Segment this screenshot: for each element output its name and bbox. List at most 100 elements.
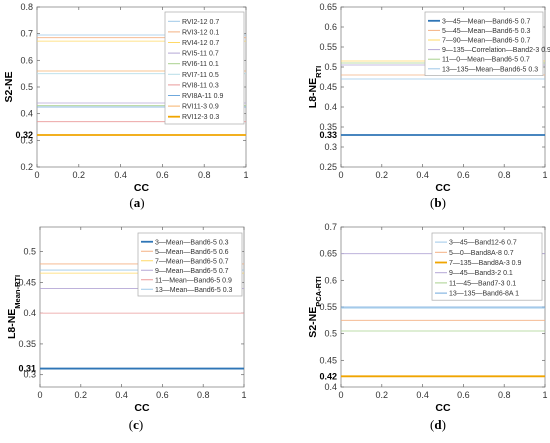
legend-entry: 11—45—Band7-3 0.1 (449, 280, 516, 287)
x-tick-label: 1 (542, 390, 547, 400)
y-tick-label: 0.5 (20, 82, 33, 92)
legend-entry: RVI6-11 0.1 (182, 61, 219, 68)
legend-entry: 11—0—Mean—Band6-5 0.7 (442, 57, 530, 64)
legend-box (164, 11, 245, 125)
panel-caption: (c) (129, 417, 143, 432)
y-axis-label: S2-NEPCA-RTI (307, 276, 323, 337)
legend-entry: RVI11-3 0.9 (182, 104, 219, 111)
legend-entry: 13—135—Band6-8A 1 (449, 291, 519, 298)
panel-caption-letter: c (133, 417, 139, 432)
x-axis-label: CC (134, 402, 150, 414)
y-tick-label: 0.2 (20, 162, 33, 172)
panel-caption: (b) (430, 195, 446, 210)
legend-entry: RVI12-3 0.3 (182, 114, 219, 121)
x-tick-label: 0.4 (115, 390, 128, 400)
chart-panel: 0 0.2 0.4 0.6 0.8 1 0.25 0.3 0.35 0.4 0.45 0.5 0.55 0… (307, 2, 550, 210)
highlight-value-label: 0.42 (319, 371, 337, 381)
x-tick-label: 0.6 (457, 170, 470, 180)
y-tick-label: 0.45 (319, 355, 337, 365)
y-axis-label-main: S2-NE (307, 307, 319, 338)
chart-panel: 0 0.2 0.4 0.6 0.8 10.20.30.40.50.60.70.80.32C… (3, 2, 249, 210)
legend-entry: 9—45—Band3-2 0.1 (449, 270, 513, 277)
x-tick-label: 0.4 (114, 170, 127, 180)
y-tick-label: 0.7 (20, 29, 33, 39)
x-tick-label: 1 (542, 170, 547, 180)
y-axis-label: S2-NE (3, 72, 15, 103)
x-tick-label: 0.8 (498, 390, 511, 400)
x-tick-label: 0 (338, 390, 343, 400)
y-tick-label: 0.6 (324, 275, 337, 285)
y-tick-label: 0.4 (324, 382, 337, 392)
x-tick-label: 0.8 (198, 170, 211, 180)
y-tick-label: 0.65 (319, 249, 337, 259)
y-axis-label-main: L8-NE (307, 78, 319, 108)
x-tick-label: 0.4 (416, 170, 429, 180)
y-tick-label: 0.45 (319, 82, 337, 92)
legend-entry: RVI4-12 0.7 (182, 40, 219, 47)
y-tick-label: 0.65 (319, 2, 337, 12)
y-tick-label: 0.8 (20, 2, 33, 12)
legend-box (137, 232, 243, 297)
x-tick-label: 0.6 (156, 170, 169, 180)
y-tick-label: 0.3 (324, 142, 337, 152)
y-tick-label: 0.5 (324, 62, 337, 72)
legend-entry: 13—135—Mean—Band6-5 0.3 (442, 66, 538, 73)
y-tick-label: 0.4 (324, 102, 337, 112)
y-tick-label: 0.3 (23, 370, 36, 380)
y-axis-label-subscript: PCA-RTI (314, 276, 323, 306)
y-axis-label-subscript: RTI (314, 66, 323, 78)
x-tick-label: 0.8 (197, 390, 210, 400)
x-tick-label: 0.6 (156, 390, 169, 400)
legend-entry: RVI2-12 0.7 (182, 19, 219, 26)
legend-entry: 7—135—Band8A-3 0.9 (449, 260, 521, 267)
legend-entry: 11—Mean—Band6-5 0.9 (155, 277, 232, 284)
legend-entry: 13—Mean—Band6-5 0.3 (155, 287, 233, 294)
legend-entry: RVI7-11 0.5 (182, 72, 219, 79)
y-axis-label: L8-NEMean-RTI (6, 275, 22, 339)
x-tick-label: 0 (338, 170, 343, 180)
legend-box (424, 11, 544, 76)
panel-caption-letter: d (434, 417, 442, 432)
legend-box (431, 232, 543, 301)
y-tick-label: 0.45 (18, 277, 36, 287)
y-tick-label: 0.4 (23, 308, 36, 318)
legend-entry: 5—Mean—Band6-5 0.6 (155, 249, 229, 256)
legend-entry: RVI3-12 0.1 (182, 29, 219, 36)
panel-caption: (d) (430, 417, 446, 432)
x-tick-label: 0.2 (376, 390, 389, 400)
x-axis-label: CC (435, 182, 451, 194)
y-tick-label: 0.6 (20, 55, 33, 65)
highlight-value-label: 0.31 (18, 364, 36, 374)
panel-caption-letter: b (434, 195, 441, 210)
x-tick-label: 0 (37, 390, 42, 400)
legend-entry: 3—Mean—Band6-5 0.3 (155, 239, 229, 246)
x-tick-label: 0.6 (457, 390, 470, 400)
y-axis-label-main: S2-NE (3, 72, 15, 103)
chart-panel: 0 0.2 0.4 0.6 0.8 1 0.4 0.45 0.5 0.55 0.6 0.65 0.7 0.… (307, 222, 548, 432)
legend-entry: RVI8A-11 0.9 (182, 93, 223, 100)
y-tick-label: 0.25 (319, 162, 337, 172)
x-tick-label: 0.4 (416, 390, 429, 400)
x-tick-label: 1 (241, 390, 246, 400)
legend-entry: 3—45—Mean—Band6-5 0.7 (442, 18, 530, 25)
x-tick-label: 0 (34, 170, 39, 180)
legend-entry: 3—45—Band12-6 0.7 (449, 240, 517, 247)
y-tick-label: 0.5 (324, 329, 337, 339)
x-axis-label: CC (134, 182, 150, 194)
legend-entry: 5—0—Band8A-8 0.7 (449, 250, 514, 257)
x-tick-label: 0.2 (73, 170, 86, 180)
x-tick-label: 0.2 (376, 170, 389, 180)
y-tick-label: 0.35 (319, 122, 337, 132)
y-tick-label: 0.6 (324, 22, 337, 32)
x-tick-label: 0.8 (498, 170, 511, 180)
y-axis-label: L8-NERTI (307, 66, 323, 108)
panel-caption-letter: a (134, 195, 141, 210)
y-tick-label: 0.5 (23, 247, 36, 257)
legend-entry: 5—45—Mean—Band6-5 0.3 (442, 28, 530, 35)
highlight-value-label: 0.32 (15, 130, 33, 140)
y-tick-label: 0.55 (319, 302, 337, 312)
y-tick-label: 0.3 (20, 135, 33, 145)
highlight-value-label: 0.33 (319, 130, 337, 140)
y-axis-label-subscript: Mean-RTI (13, 275, 22, 309)
